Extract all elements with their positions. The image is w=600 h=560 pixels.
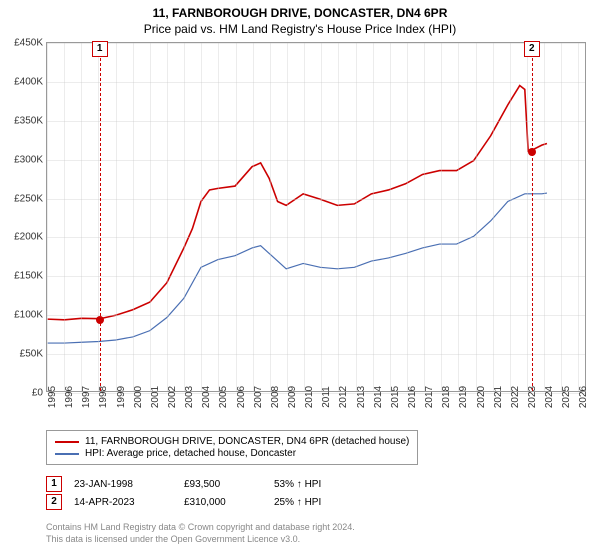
series-hpi	[48, 193, 547, 343]
transaction-date: 14-APR-2023	[74, 497, 184, 508]
x-axis-label: 2025	[561, 386, 572, 408]
x-axis-label: 1997	[81, 386, 92, 408]
transaction-row: 2 14-APR-2023£310,00025% ↑ HPI	[46, 494, 364, 510]
x-axis-label: 2021	[493, 386, 504, 408]
y-axis-label: £450K	[14, 38, 43, 49]
transaction-price: £93,500	[184, 479, 274, 490]
marker-dot	[528, 148, 536, 156]
x-axis-label: 2019	[458, 386, 469, 408]
marker-flag: 2	[524, 41, 540, 57]
x-axis-label: 2013	[356, 386, 367, 408]
x-axis-label: 1999	[116, 386, 127, 408]
transaction-marker: 1	[46, 476, 62, 492]
x-axis-label: 2012	[338, 386, 349, 408]
x-axis-label: 2015	[390, 386, 401, 408]
x-axis-label: 1995	[47, 386, 58, 408]
legend-swatch	[55, 441, 79, 443]
x-axis-label: 2014	[373, 386, 384, 408]
chart-subtitle: Price paid vs. HM Land Registry's House …	[0, 22, 600, 36]
x-axis-label: 2007	[253, 386, 264, 408]
y-axis-label: £150K	[14, 271, 43, 282]
chart-lines	[47, 43, 585, 391]
x-axis-label: 2017	[424, 386, 435, 408]
x-axis-label: 2001	[150, 386, 161, 408]
x-axis-label: 2018	[441, 386, 452, 408]
footer-attribution: Contains HM Land Registry data © Crown c…	[46, 522, 355, 545]
y-axis-label: £400K	[14, 76, 43, 87]
x-axis-label: 2009	[287, 386, 298, 408]
x-axis-label: 2003	[184, 386, 195, 408]
x-axis-label: 2000	[133, 386, 144, 408]
chart-plot-area: £0£50K£100K£150K£200K£250K£300K£350K£400…	[46, 42, 586, 392]
x-axis-label: 2011	[321, 386, 332, 408]
transactions-table: 1 23-JAN-1998£93,50053% ↑ HPI 2 14-APR-2023…	[46, 474, 364, 512]
footer-line-1: Contains HM Land Registry data © Crown c…	[46, 522, 355, 534]
y-axis-label: £100K	[14, 310, 43, 321]
x-axis-label: 2005	[218, 386, 229, 408]
y-axis-label: £50K	[20, 349, 43, 360]
x-axis-label: 2016	[407, 386, 418, 408]
x-axis-label: 2004	[201, 386, 212, 408]
legend-row: HPI: Average price, detached house, Donc…	[55, 448, 409, 459]
marker-flag: 1	[92, 41, 108, 57]
y-axis-label: £300K	[14, 154, 43, 165]
y-axis-label: £350K	[14, 115, 43, 126]
transaction-price: £310,000	[184, 497, 274, 508]
y-axis-label: £0	[32, 388, 43, 399]
legend-label: 11, FARNBOROUGH DRIVE, DONCASTER, DN4 6P…	[85, 436, 409, 447]
chart-title: 11, FARNBOROUGH DRIVE, DONCASTER, DN4 6P…	[0, 6, 600, 20]
x-axis-label: 2010	[304, 386, 315, 408]
x-axis-label: 1996	[64, 386, 75, 408]
x-axis-label: 2020	[476, 386, 487, 408]
x-axis-label: 2024	[544, 386, 555, 408]
transaction-delta: 25% ↑ HPI	[274, 497, 364, 508]
transaction-delta: 53% ↑ HPI	[274, 479, 364, 490]
transaction-row: 1 23-JAN-1998£93,50053% ↑ HPI	[46, 476, 364, 492]
legend-label: HPI: Average price, detached house, Donc…	[85, 448, 296, 459]
footer-line-2: This data is licensed under the Open Gov…	[46, 534, 355, 546]
y-axis-label: £200K	[14, 232, 43, 243]
x-axis-label: 2006	[236, 386, 247, 408]
marker-dot	[96, 316, 104, 324]
transaction-marker: 2	[46, 494, 62, 510]
x-axis-label: 2008	[270, 386, 281, 408]
legend-row: 11, FARNBOROUGH DRIVE, DONCASTER, DN4 6P…	[55, 436, 409, 447]
legend: 11, FARNBOROUGH DRIVE, DONCASTER, DN4 6P…	[46, 430, 418, 465]
x-axis-label: 2002	[167, 386, 178, 408]
x-axis-label: 2026	[578, 386, 589, 408]
y-axis-label: £250K	[14, 193, 43, 204]
legend-swatch	[55, 453, 79, 455]
x-axis-label: 2022	[510, 386, 521, 408]
transaction-date: 23-JAN-1998	[74, 479, 184, 490]
